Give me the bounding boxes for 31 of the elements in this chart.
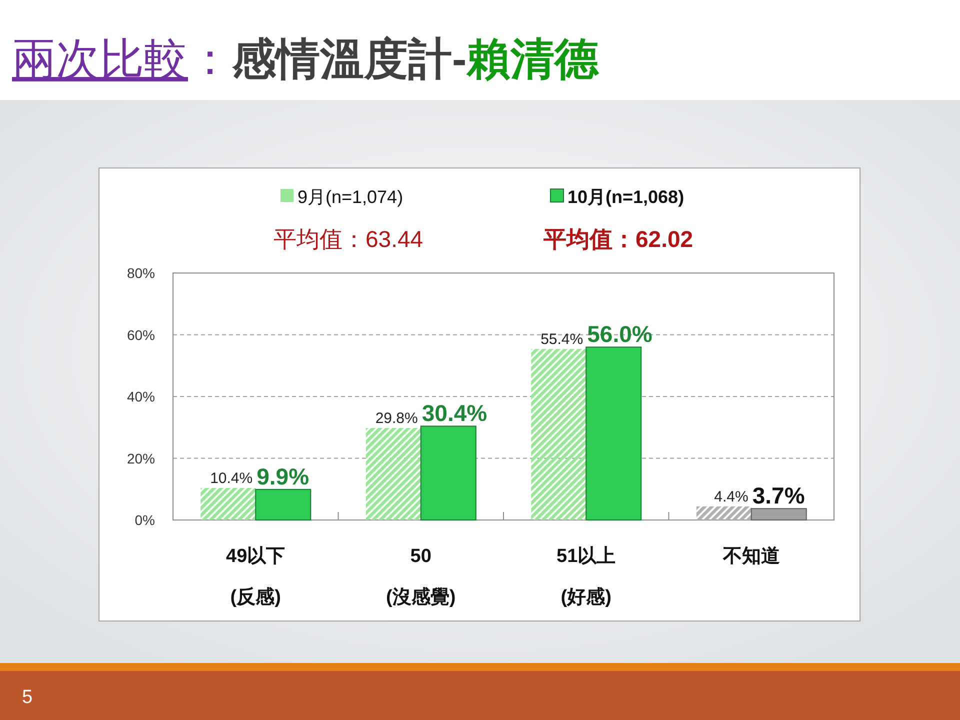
legend-label: 10月(n=1,068) (568, 187, 684, 207)
bar (586, 346, 642, 520)
y-tick-label: 60% (126, 326, 155, 343)
data-label: 55.4% (540, 330, 584, 348)
y-tick-label: 40% (126, 388, 155, 404)
text: 5 (22, 687, 33, 708)
data-label: 56.0% (587, 321, 652, 348)
x-tick-label: 50 (沒感覺) (386, 546, 456, 608)
text: 平均值：63.44 (274, 226, 424, 252)
y-tick-label: 80% (126, 265, 155, 281)
bar (750, 508, 807, 520)
data-label: 10.4% (210, 470, 253, 487)
bar (366, 428, 421, 520)
bar (420, 426, 476, 520)
y-tick-label: 0% (134, 512, 155, 528)
bar (255, 488, 312, 520)
x-tick-label: 51以上 (好感) (556, 545, 616, 608)
data-label: 30.4% (422, 400, 488, 426)
data-label: 9.9% (256, 463, 310, 490)
text: 平均值：62.02 (542, 226, 694, 252)
data-label: 3.7% (752, 482, 805, 509)
title: 兩次比較：感情溫度計-賴清德 (12, 35, 599, 84)
bar (696, 506, 752, 520)
bar (531, 348, 586, 520)
x-tick-label: 不知道 (722, 546, 780, 567)
bar (200, 488, 256, 520)
legend-label: 9月(n=1,074) (298, 187, 404, 207)
x-tick-label: 49以下 (反感) (226, 545, 286, 608)
data-label: 4.4% (714, 488, 748, 506)
data-label: 29.8% (375, 410, 418, 427)
y-tick-label: 20% (126, 450, 155, 466)
